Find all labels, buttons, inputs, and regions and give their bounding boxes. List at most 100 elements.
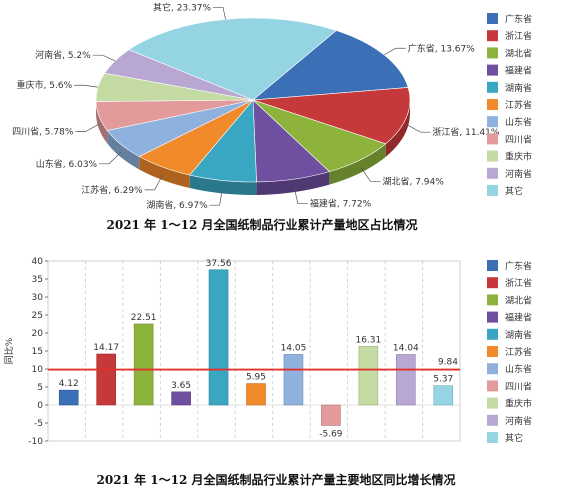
bar-chart-title: 2021 年 1～12 月全国纸制品行业累计产量主要地区同比增长情况 bbox=[97, 472, 456, 487]
pie-slice-其它 bbox=[128, 17, 337, 101]
bar-value-label: 22.51 bbox=[131, 313, 157, 323]
bar-value-label: -5.69 bbox=[319, 429, 343, 439]
legend-label: 福建省 bbox=[505, 65, 532, 77]
legend-label: 重庆市 bbox=[505, 151, 532, 163]
legend-label: 重庆市 bbox=[505, 398, 532, 410]
y-tick-label: 40 bbox=[32, 257, 44, 267]
pie-leader-line bbox=[92, 54, 116, 62]
y-tick-label: 30 bbox=[32, 293, 44, 303]
legend-swatch bbox=[487, 380, 498, 392]
y-tick-label: 20 bbox=[32, 329, 44, 339]
pie-leader-line bbox=[213, 7, 226, 20]
y-tick-label: 5 bbox=[37, 383, 43, 393]
legend-label: 湖南省 bbox=[505, 82, 532, 94]
legend-swatch bbox=[487, 414, 498, 426]
legend-swatch bbox=[487, 363, 498, 375]
legend-swatch bbox=[487, 30, 498, 42]
pie-leader-line bbox=[293, 186, 308, 205]
bar-湖南省 bbox=[208, 269, 229, 406]
legend-swatch bbox=[487, 294, 498, 306]
pie-slice-label: 湖北省, 7.94% bbox=[382, 175, 444, 187]
legend-label: 广东省 bbox=[505, 260, 532, 272]
legend-label: 湖北省 bbox=[505, 294, 532, 306]
bar-河南省 bbox=[396, 354, 416, 406]
bar-浙江省 bbox=[96, 353, 116, 406]
pie-chart-title: 2021 年 1～12 月全国纸制品行业累计产量地区占比情况 bbox=[107, 217, 418, 232]
pie-slice-side-福建省 bbox=[256, 171, 330, 195]
legend-swatch bbox=[487, 185, 498, 196]
bar-广东省 bbox=[58, 389, 79, 406]
pie-slice-side-湖南省 bbox=[189, 175, 257, 195]
grid-lines bbox=[85, 261, 423, 441]
pie-slice-label: 福建省, 7.72% bbox=[310, 198, 372, 210]
bar-value-label: 5.95 bbox=[246, 373, 266, 383]
bar-value-label: 4.12 bbox=[59, 379, 79, 389]
bar-湖北省 bbox=[133, 323, 154, 406]
legend-swatch bbox=[487, 167, 498, 179]
pie-slice-label: 江苏省, 6.29% bbox=[81, 184, 143, 196]
legend-swatch bbox=[487, 277, 498, 289]
legend-label: 浙江省 bbox=[505, 277, 532, 289]
y-tick-label: 25 bbox=[32, 311, 43, 321]
legend-swatch bbox=[487, 328, 498, 340]
legend-label: 其它 bbox=[505, 185, 523, 197]
bar-value-label: 16.31 bbox=[355, 335, 381, 345]
legend-swatch bbox=[487, 432, 498, 443]
legend-label: 其它 bbox=[505, 432, 523, 444]
pie-leader-line bbox=[75, 123, 100, 132]
legend-swatch bbox=[487, 47, 498, 59]
legend-label: 山东省 bbox=[505, 116, 532, 128]
pie-leader-line bbox=[144, 174, 163, 191]
pie-chart: 广东省, 13.67% 浙江省, 11.41% 湖北省, 7.94% 福建省, 7.7… bbox=[12, 1, 500, 211]
pie-leader-line bbox=[209, 188, 223, 206]
legend-label: 河南省 bbox=[505, 168, 532, 180]
legend-swatch bbox=[487, 13, 498, 24]
legend-label: 湖南省 bbox=[505, 329, 532, 341]
pie-slice-label: 四川省, 5.78% bbox=[12, 126, 74, 138]
legend-swatch bbox=[487, 311, 498, 323]
legend-swatch bbox=[487, 64, 498, 76]
pie-slice-广东省 bbox=[252, 30, 409, 101]
pie-leader-line bbox=[383, 47, 406, 56]
legend-swatch bbox=[487, 150, 498, 162]
pie-slice-label: 重庆市, 5.6% bbox=[17, 79, 73, 91]
pie-slice-label: 山东省, 6.03% bbox=[36, 158, 98, 170]
legend-label: 山东省 bbox=[505, 363, 532, 375]
y-tick-label: -10 bbox=[28, 437, 43, 447]
y-tick-label: 15 bbox=[32, 347, 43, 357]
pie-slice-label: 湖南省, 6.97% bbox=[146, 199, 208, 211]
pie-leader-line bbox=[99, 151, 122, 165]
legend-label: 江苏省 bbox=[505, 99, 532, 111]
bar-value-label: 3.65 bbox=[171, 381, 191, 391]
pie-leader-line bbox=[74, 84, 98, 88]
bar-山东省 bbox=[283, 354, 304, 406]
legend-swatch bbox=[487, 397, 498, 409]
pie-slice-label: 河南省, 5.2% bbox=[35, 49, 91, 61]
bar-四川省 bbox=[321, 404, 341, 426]
y-axis: -10 -5 0 5 10 15 20 25 30 35 40 同比% bbox=[3, 257, 48, 447]
pie-slice-side-浙江省 bbox=[385, 100, 410, 157]
pie-slice-label: 浙江省, 11.41% bbox=[432, 126, 499, 138]
legend-label: 福建省 bbox=[505, 312, 532, 324]
pie-leader-line bbox=[406, 124, 431, 133]
legend-swatch bbox=[487, 346, 498, 357]
pie-slice-labels: 广东省, 13.67% 浙江省, 11.41% 湖北省, 7.94% 福建省, 7.7… bbox=[12, 1, 500, 211]
legend-swatch bbox=[487, 260, 498, 271]
y-tick-label: -5 bbox=[34, 419, 43, 429]
bar-value-label: 14.05 bbox=[281, 343, 307, 353]
bar-value-label: 5.37 bbox=[433, 375, 453, 385]
legend-swatch bbox=[487, 133, 498, 145]
pie-slice-浙江省 bbox=[252, 87, 411, 145]
pie-slice-side-山东省 bbox=[107, 130, 140, 170]
bar-value-label: 14.04 bbox=[393, 343, 419, 353]
bar-江苏省 bbox=[246, 383, 266, 406]
y-tick-label: 35 bbox=[32, 275, 43, 285]
legend-label: 河南省 bbox=[505, 415, 532, 427]
pie-slice-side-江苏省 bbox=[139, 156, 190, 189]
bar-value-label: 37.56 bbox=[206, 259, 232, 269]
bar-chart: -10 -5 0 5 10 15 20 25 30 35 40 同比% 4.12 14.17 22.51 3.… bbox=[3, 257, 461, 447]
legend-label: 四川省 bbox=[505, 133, 532, 145]
